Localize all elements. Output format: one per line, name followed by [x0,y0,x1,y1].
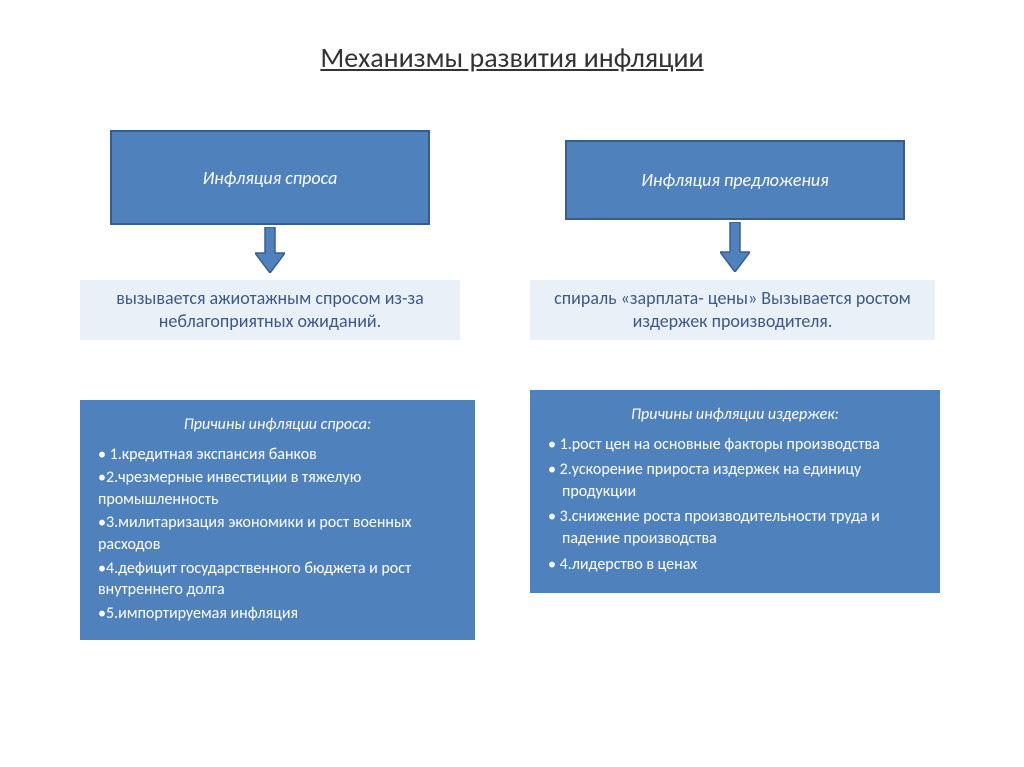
right-desc-text: спираль «зарплата- цены» Вызывается рост… [544,287,921,334]
list-item: • 4.лидерство в ценах [548,554,922,576]
right-reasons-list: • 1.рост цен на основные факторы произво… [548,434,922,576]
list-item: •5.импортируемая инфляция [98,603,457,625]
right-arrow-icon [720,222,750,272]
left-arrow-icon [255,227,285,273]
page-title: Механизмы развития инфляции [0,40,1024,75]
list-item: • 1.кредитная экспансия банков [98,444,457,466]
left-reasons-box: Причины инфляции спроса: • 1.кредитная э… [80,400,475,640]
left-header-box: Инфляция спроса [110,130,430,225]
left-reasons-list: • 1.кредитная экспансия банков•2.чрезмер… [98,444,457,625]
right-desc-box: спираль «зарплата- цены» Вызывается рост… [530,280,935,340]
left-reasons-title: Причины инфляции спроса: [98,414,457,436]
list-item: • 3.снижение роста производительности тр… [548,506,922,549]
right-header-label: Инфляция предложения [641,169,828,191]
right-reasons-box: Причины инфляции издержек: • 1.рост цен … [530,390,940,593]
list-item: •2.чрезмерные инвестиции в тяжелую промы… [98,467,457,510]
right-header-box: Инфляция предложения [565,140,905,220]
list-item: • 1.рост цен на основные факторы произво… [548,434,922,456]
list-item: •3.милитаризация экономики и рост военны… [98,512,457,555]
list-item: •4.дефицит государственного бюджета и ро… [98,558,457,601]
left-header-label: Инфляция спроса [203,167,338,189]
right-reasons-title: Причины инфляции издержек: [548,404,922,426]
left-desc-text: вызывается ажиотажным спросом из-за небл… [94,287,446,334]
left-desc-box: вызывается ажиотажным спросом из-за небл… [80,280,460,340]
list-item: • 2.ускорение прироста издержек на едини… [548,459,922,502]
